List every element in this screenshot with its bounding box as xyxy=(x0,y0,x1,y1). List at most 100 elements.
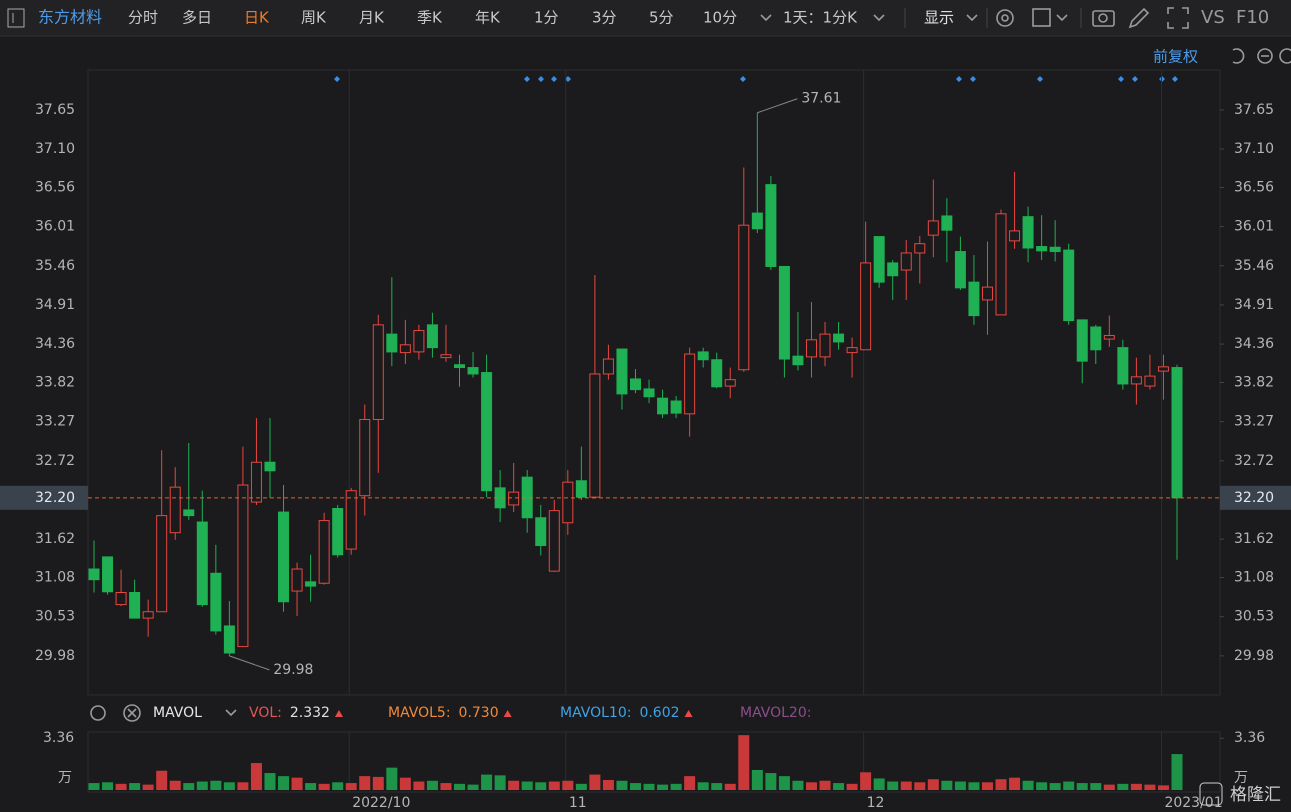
volume-bar xyxy=(751,769,763,790)
volume-bar xyxy=(1171,754,1183,790)
period-tab[interactable]: 年K xyxy=(475,9,501,27)
f10-button[interactable]: F10 xyxy=(1236,7,1269,28)
candle-body xyxy=(142,611,154,619)
y-tick-label-right: 36.01 xyxy=(1234,219,1274,235)
y-tick-label: 3.36 xyxy=(43,730,74,746)
period-tab[interactable]: 1分 xyxy=(534,9,559,27)
menu-icon[interactable] xyxy=(7,8,25,28)
period-tab[interactable]: 3分 xyxy=(592,9,617,27)
volume-bar xyxy=(521,781,533,790)
candle-body xyxy=(1022,216,1034,249)
volume-bar xyxy=(968,782,980,790)
period-tab[interactable]: 分时 xyxy=(128,9,158,27)
volume-bar xyxy=(223,782,235,790)
period-tab[interactable]: 月K xyxy=(359,9,385,27)
volume-bar xyxy=(873,778,885,790)
candle-body xyxy=(602,358,614,375)
indicator-settings-icon[interactable] xyxy=(90,705,106,721)
volume-bar xyxy=(156,770,168,790)
y-tick-label: 37.10 xyxy=(35,141,75,157)
candle-body xyxy=(1103,335,1115,340)
candle-body xyxy=(805,339,817,358)
settings-icon[interactable] xyxy=(996,9,1014,27)
candle-body xyxy=(467,367,479,375)
fullscreen-icon[interactable] xyxy=(1167,7,1189,29)
candle-body xyxy=(792,355,804,366)
volume-bar xyxy=(399,777,411,790)
volume-bar xyxy=(887,781,899,790)
period-select[interactable]: 1天：1分K xyxy=(783,9,858,27)
candle-body xyxy=(900,252,912,271)
period-tab[interactable]: 日K xyxy=(244,9,270,27)
volume-bar xyxy=(995,779,1007,790)
indicator-close-icon[interactable] xyxy=(123,704,141,722)
volume-bar xyxy=(630,783,641,790)
adjust-mode[interactable]: 前复权 xyxy=(1153,48,1198,66)
candle-body xyxy=(575,480,587,498)
period-tab[interactable]: 5分 xyxy=(649,9,674,27)
indicator-close-x xyxy=(127,708,137,718)
candle-body xyxy=(778,265,790,360)
undo-icon[interactable] xyxy=(1232,48,1245,64)
candle-body xyxy=(156,515,168,613)
candle-body xyxy=(359,419,371,497)
volume-bar xyxy=(738,735,750,790)
x-tick-label: 2022/10 xyxy=(352,795,410,811)
period-tab[interactable]: 周K xyxy=(301,9,327,27)
y-tick-label-right: 37.10 xyxy=(1234,141,1274,157)
zoom-out-icon[interactable] xyxy=(1257,48,1273,64)
stock-name[interactable]: 东方材料 xyxy=(38,8,102,27)
volume-bar xyxy=(1130,783,1142,790)
volume-bar xyxy=(941,780,953,790)
candle-body xyxy=(210,572,222,632)
volume-bar xyxy=(1022,780,1034,790)
chevron[interactable] xyxy=(760,14,772,22)
indicator-name[interactable]: MAVOL xyxy=(153,705,202,721)
period-tab[interactable]: 10分 xyxy=(703,9,737,27)
compare-button[interactable]: VS xyxy=(1201,7,1225,28)
volume-bar xyxy=(1076,783,1088,790)
camera-icon[interactable] xyxy=(1092,10,1115,27)
candle-body xyxy=(927,220,939,236)
volume-bar xyxy=(589,774,601,790)
chevron[interactable] xyxy=(873,14,885,22)
x-tick-label: 2023/01 xyxy=(1164,795,1222,811)
candle-body xyxy=(995,213,1007,316)
unit-label: 万 xyxy=(58,770,72,786)
price-tag xyxy=(1220,485,1291,510)
chevron[interactable] xyxy=(1056,14,1068,22)
candle-body xyxy=(88,568,100,581)
low-label: 29.98 xyxy=(273,662,313,678)
chevron[interactable] xyxy=(966,14,978,22)
volume-bar xyxy=(494,775,506,790)
y-tick-label: 34.91 xyxy=(35,297,75,313)
y-tick-label-right: 31.08 xyxy=(1234,570,1274,586)
x-tick-label: 11 xyxy=(569,795,587,811)
chevron[interactable] xyxy=(225,709,237,717)
candle-body xyxy=(115,591,127,606)
volume-bar xyxy=(426,780,438,790)
candle-body xyxy=(129,591,141,619)
volume-bar xyxy=(819,780,831,790)
volume-bar xyxy=(129,783,141,790)
zoom-in-icon[interactable] xyxy=(1279,48,1291,64)
volume-bar xyxy=(1090,783,1102,790)
display-menu[interactable]: 显示 xyxy=(924,9,954,27)
candle-body xyxy=(1090,326,1102,351)
volume-bar xyxy=(657,784,669,790)
candle-body xyxy=(386,333,398,353)
draw-icon[interactable] xyxy=(1032,8,1051,27)
indicator-trend xyxy=(334,710,343,717)
indicator-trend xyxy=(684,710,693,717)
candle-body xyxy=(657,397,669,415)
volume-bar xyxy=(1036,782,1048,790)
indicator-label: MAVOL5: xyxy=(388,705,451,721)
candle-body xyxy=(237,484,249,648)
period-tab[interactable]: 季K xyxy=(417,9,443,27)
y-tick-label: 37.65 xyxy=(35,102,75,118)
period-tab[interactable]: 多日 xyxy=(182,9,212,27)
candle-body xyxy=(535,517,547,547)
pencil-icon[interactable] xyxy=(1128,7,1150,29)
y-tick-label-right: 3.36 xyxy=(1234,730,1265,746)
